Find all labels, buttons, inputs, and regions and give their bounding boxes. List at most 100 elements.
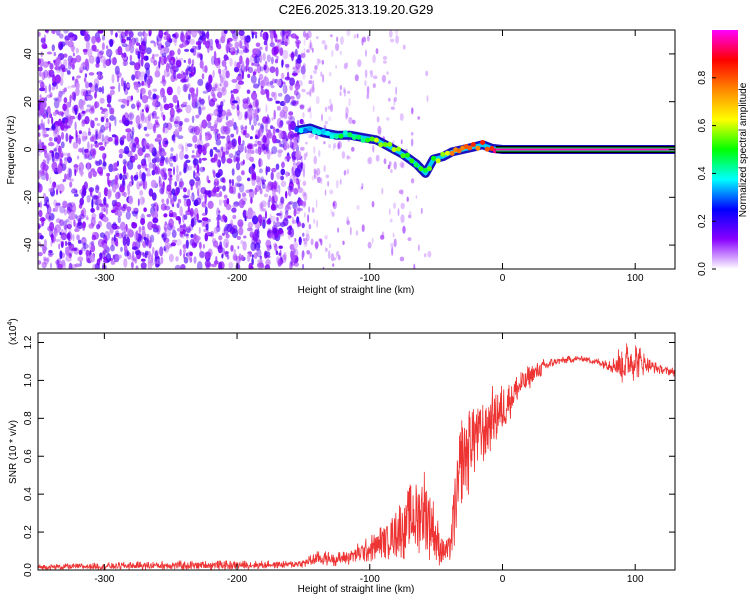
noise-cell: [257, 214, 263, 223]
noise-cell: [175, 153, 178, 162]
noise-cell: [152, 246, 155, 255]
noise-cell: [255, 98, 259, 109]
noise-cell: [282, 84, 288, 95]
signal-cell: [440, 151, 446, 157]
noise-cell: [231, 100, 238, 104]
noise-cell: [89, 188, 93, 198]
noise-cell: [160, 104, 163, 112]
noise-cell: [277, 39, 283, 43]
noise-cell: [41, 261, 47, 269]
noise-cell: [167, 73, 171, 77]
noise-cell: [78, 249, 83, 256]
noise-cell: [213, 170, 216, 179]
noise-cell: [103, 256, 108, 261]
noise-cell: [123, 80, 127, 85]
noise-cell: [105, 58, 111, 67]
noise-cell: [79, 213, 85, 220]
noise-cell: [104, 230, 111, 241]
noise-cell: [166, 54, 172, 61]
noise-cell: [246, 227, 253, 232]
noise-cell: [227, 120, 234, 127]
noise-cell: [85, 108, 90, 113]
noise-cell: [259, 46, 263, 50]
noise-cell: [253, 234, 258, 243]
noise-cell: [43, 69, 49, 79]
noise-cell: [109, 39, 114, 48]
noise-cell: [214, 84, 218, 89]
noise-cell: [211, 97, 218, 103]
noise-cell: [303, 242, 308, 248]
noise-cell: [233, 155, 237, 163]
noise-cell: [268, 129, 271, 133]
signal-cell: [369, 136, 375, 142]
noise-cell: [111, 199, 116, 207]
noise-cell: [211, 237, 217, 244]
noise-cell: [204, 194, 207, 204]
noise-cell: [132, 156, 136, 163]
noise-cell: [258, 147, 261, 154]
noise-cell: [170, 59, 173, 65]
noise-cell: [346, 114, 349, 118]
noise-cell: [263, 193, 269, 198]
colorbar-tick-label: 0.8: [697, 70, 708, 84]
noise-cell: [51, 86, 55, 91]
noise-cell: [48, 142, 55, 147]
noise-cell: [39, 200, 43, 209]
noise-cell: [161, 198, 165, 204]
noise-cell: [105, 207, 109, 215]
noise-cell: [147, 155, 152, 163]
noise-cell: [217, 105, 223, 114]
noise-cell: [225, 146, 229, 154]
noise-cell: [226, 134, 231, 145]
x-tick-label: 0: [500, 574, 506, 585]
noise-cell: [138, 226, 142, 234]
noise-cell: [121, 174, 127, 180]
noise-cell: [247, 66, 254, 73]
noise-cell: [302, 237, 305, 242]
noise-cell: [302, 112, 305, 118]
noise-cell: [286, 203, 291, 209]
noise-cell: [67, 218, 73, 229]
noise-cell: [147, 221, 154, 231]
svg-text:(x104): (x104): [7, 318, 19, 345]
noise-cell: [170, 242, 176, 247]
noise-cell: [383, 60, 387, 64]
noise-cell: [265, 185, 271, 193]
noise-cell: [65, 218, 69, 223]
noise-cell: [68, 134, 72, 144]
noise-cell: [402, 225, 406, 234]
noise-cell: [258, 77, 261, 87]
noise-cell: [213, 146, 218, 151]
noise-cell: [122, 236, 127, 247]
noise-cell: [140, 37, 143, 44]
noise-cell: [249, 136, 253, 140]
noise-cell: [286, 35, 288, 39]
noise-cell: [257, 263, 260, 268]
noise-cell: [55, 202, 61, 206]
noise-cell: [299, 162, 303, 169]
noise-cell: [84, 73, 88, 78]
noise-cell: [178, 216, 181, 225]
noise-cell: [258, 157, 261, 168]
noise-cell: [99, 55, 107, 63]
noise-cell: [77, 256, 84, 262]
noise-cell: [241, 170, 245, 176]
noise-cell: [120, 246, 123, 252]
noise-cell: [258, 128, 261, 139]
noise-cell: [91, 212, 97, 220]
noise-cell: [279, 47, 283, 56]
noise-cell: [183, 256, 189, 264]
noise-cell: [221, 232, 225, 236]
noise-cell: [126, 236, 130, 247]
noise-cell: [220, 135, 226, 139]
noise-cell: [85, 89, 92, 94]
noise-cell: [231, 78, 238, 83]
noise-cell: [55, 238, 61, 243]
noise-cell: [67, 234, 71, 240]
noise-cell: [292, 66, 299, 71]
noise-cell: [66, 232, 71, 241]
noise-cell: [240, 161, 245, 166]
noise-cell: [54, 74, 62, 84]
noise-cell: [137, 76, 144, 81]
